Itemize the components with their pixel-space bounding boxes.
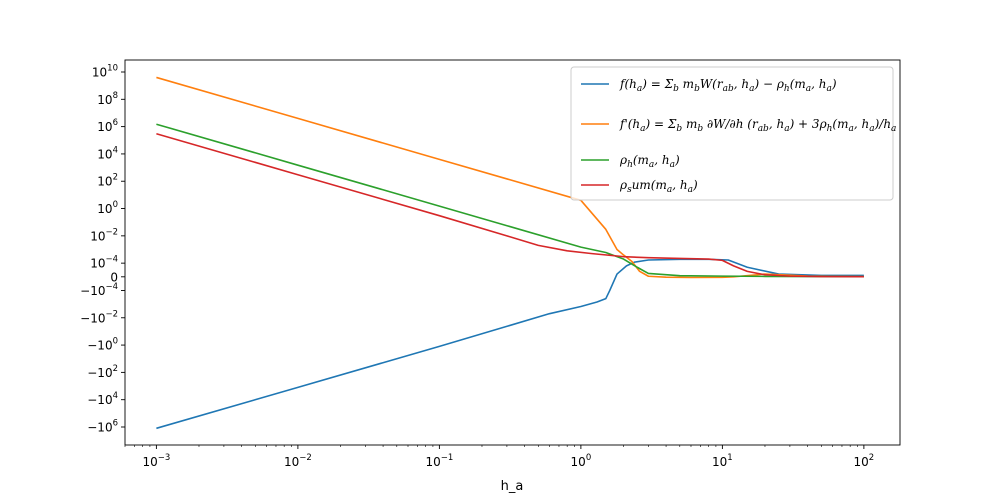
series-line-3 [156,132,864,278]
y-tick-label: 0 [110,270,118,284]
y-axis: 1010 108 106 104 102 100 10−2 10−40−10−4 −10−2 −1… [80,64,125,435]
y-tick-label: −102 [87,364,118,380]
legend-label-f: f(ha) = Σb mbW(rab, ha) − ρh(ma, ha) [619,77,837,94]
y-tick-label: 106 [97,118,118,134]
y-tick-label: −100 [87,337,118,353]
x-tick-label: 100 [571,453,592,469]
y-tick-label: 1010 [92,64,118,80]
x-axis-label: h_a [501,479,524,494]
y-tick-label: 104 [97,145,118,161]
x-axis: 10−3 10−2 10−1 100 101 102 [124,445,875,469]
y-tick-label: 102 [97,173,118,189]
series-line-2 [156,123,864,278]
y-tick-label: 108 [97,91,118,107]
legend-label-rho-sum: ρsum(ma, ha) [619,178,698,195]
legend: f(ha) = Σb mbW(rab, ha) − ρh(ma, ha) f'(… [570,66,896,201]
x-tick-label: 10−3 [142,453,170,469]
y-tick-label: −10−2 [80,309,118,325]
y-tick-label: 10−2 [90,227,118,243]
y-tick-label: −10−4 [80,282,118,298]
series-layer [156,76,864,430]
x-tick-label: 10−2 [284,453,312,469]
legend-box [570,66,894,201]
x-tick-label: 10−1 [425,453,453,469]
y-tick-label: 100 [97,200,118,216]
legend-label-fprime: f'(ha) = Σb mb ∂W/∂h (rab, ha) + 3ρh(ma,… [619,117,896,134]
plot-frame [124,59,901,446]
y-tick-label: −104 [87,391,118,407]
legend-label-rho-h: ρh(ma, ha) [619,153,680,170]
x-tick-label: 102 [854,453,875,469]
x-tick-label: 101 [712,453,733,469]
y-tick-label: −106 [87,419,118,435]
y-tick-label: 10−4 [90,255,118,271]
series-line-0 [156,258,864,430]
